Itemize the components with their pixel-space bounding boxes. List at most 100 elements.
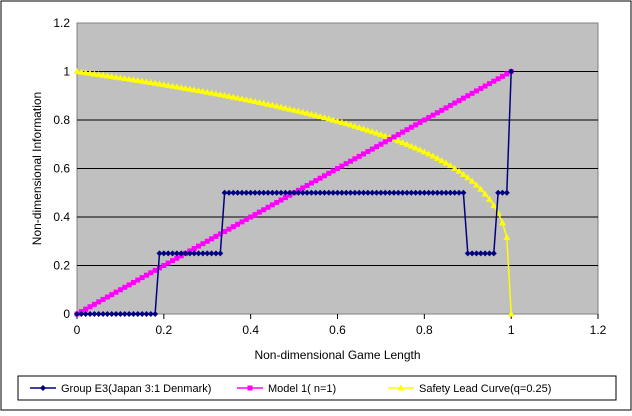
data-point-marker xyxy=(472,181,480,188)
data-point-marker xyxy=(91,311,98,317)
series-triangle xyxy=(73,68,515,317)
data-point-marker xyxy=(230,224,236,230)
data-point-marker xyxy=(347,189,354,196)
data-point-marker xyxy=(486,250,493,257)
x-tick-label: 0.2 xyxy=(155,323,172,337)
y-tick-label: 0.6 xyxy=(53,162,70,176)
x-tick-label: 0.6 xyxy=(329,323,346,337)
data-point-marker xyxy=(460,189,467,196)
data-point-marker xyxy=(156,265,162,271)
data-point-marker xyxy=(373,129,381,136)
data-point-marker xyxy=(238,95,246,102)
y-tick-label: 1.2 xyxy=(53,16,70,30)
data-point-marker xyxy=(190,86,198,93)
data-point-marker xyxy=(165,260,171,266)
data-point-marker xyxy=(273,189,280,196)
data-point-marker xyxy=(121,311,128,317)
y-tick-label: 1 xyxy=(63,65,70,79)
data-point-marker xyxy=(299,189,306,196)
data-point-marker xyxy=(382,189,389,196)
data-point-marker xyxy=(82,311,89,317)
data-point-marker xyxy=(191,246,197,252)
data-point-marker xyxy=(151,79,159,86)
data-point-marker xyxy=(217,250,224,257)
data-point-marker xyxy=(235,221,241,227)
data-point-marker xyxy=(239,219,245,225)
data-point-marker xyxy=(469,90,475,96)
data-point-marker xyxy=(429,152,437,159)
data-point-marker xyxy=(152,311,159,317)
data-point-marker xyxy=(390,189,397,196)
data-point-marker xyxy=(352,156,358,162)
data-point-marker xyxy=(243,216,249,222)
data-point-marker xyxy=(430,189,437,196)
x-tick-label: 1 xyxy=(508,323,515,337)
legend-item: Model 1( n=1) xyxy=(237,383,336,395)
data-point-marker xyxy=(343,189,350,196)
data-point-marker xyxy=(395,132,401,138)
data-point-marker xyxy=(113,311,120,317)
legend-box xyxy=(17,375,617,401)
data-point-marker xyxy=(86,69,94,76)
data-point-marker xyxy=(464,174,472,181)
data-point-marker xyxy=(434,110,440,116)
data-point-marker xyxy=(386,189,393,196)
data-point-marker xyxy=(264,100,272,107)
y-tick-label: 0.2 xyxy=(53,259,70,273)
data-point-marker xyxy=(468,177,476,184)
data-point-marker xyxy=(351,122,359,129)
data-point-marker xyxy=(378,141,384,147)
data-point-marker xyxy=(99,71,107,78)
data-point-marker xyxy=(421,117,427,123)
data-point-marker xyxy=(40,385,46,391)
data-point-marker xyxy=(96,299,102,305)
data-point-marker xyxy=(478,85,484,91)
legend-item: Group E3(Japan 3:1 Denmark) xyxy=(30,383,211,395)
data-point-marker xyxy=(455,167,463,174)
data-point-marker xyxy=(360,125,368,132)
data-point-marker xyxy=(482,250,489,257)
data-point-marker xyxy=(199,250,206,257)
data-point-marker xyxy=(433,154,441,161)
data-point-marker xyxy=(255,98,263,105)
data-point-marker xyxy=(269,202,275,208)
data-point-marker xyxy=(335,166,340,171)
data-point-marker xyxy=(91,301,97,307)
data-point-marker xyxy=(403,140,411,147)
x-axis-label: Non-dimensional Game Length xyxy=(254,348,420,362)
data-point-marker xyxy=(495,76,501,82)
data-point-marker xyxy=(443,189,450,196)
data-point-marker xyxy=(486,81,492,87)
data-point-marker xyxy=(446,162,454,169)
data-point-marker xyxy=(481,190,489,197)
data-point-marker xyxy=(282,189,289,196)
data-point-marker xyxy=(325,115,333,122)
data-point-marker xyxy=(195,250,202,257)
data-point-marker xyxy=(265,189,272,196)
data-point-marker xyxy=(434,189,441,196)
data-point-marker xyxy=(413,122,419,128)
data-point-marker xyxy=(143,272,149,278)
data-point-marker xyxy=(177,84,185,91)
data-point-marker xyxy=(243,189,250,196)
data-point-marker xyxy=(130,279,136,285)
data-point-marker xyxy=(252,189,259,196)
data-point-marker xyxy=(348,158,354,164)
data-point-marker xyxy=(447,102,453,108)
data-point-marker xyxy=(325,189,332,196)
data-point-marker xyxy=(347,121,355,128)
data-point-marker xyxy=(308,189,315,196)
data-point-marker xyxy=(342,120,350,127)
data-point-marker xyxy=(412,144,420,151)
data-point-marker xyxy=(425,150,433,157)
data-point-marker xyxy=(499,189,506,196)
data-point-marker xyxy=(130,311,137,317)
data-point-marker xyxy=(407,142,415,149)
legend: Group E3(Japan 3:1 Denmark) Model 1( n=1)… xyxy=(17,375,617,401)
data-point-marker xyxy=(204,238,210,244)
data-point-marker xyxy=(195,87,203,94)
data-point-marker xyxy=(504,71,510,77)
data-point-marker xyxy=(199,87,207,94)
